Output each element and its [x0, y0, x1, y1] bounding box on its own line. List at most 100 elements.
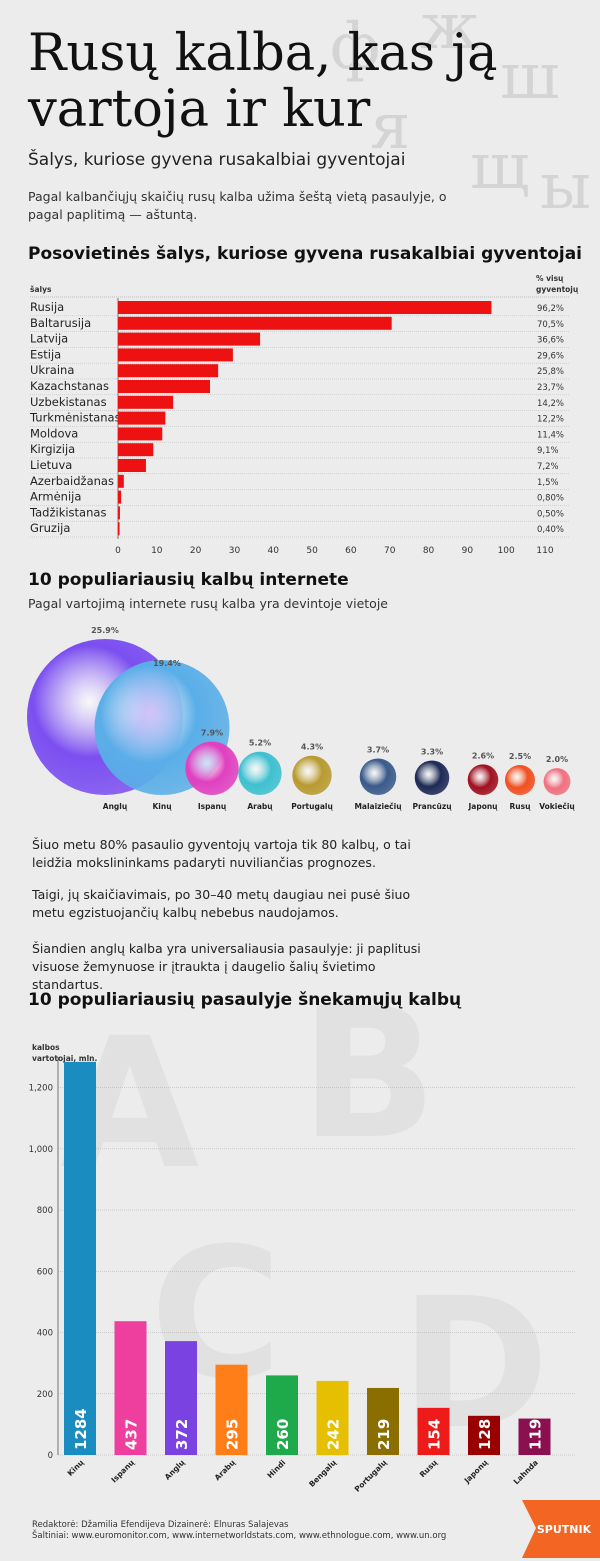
x-category-label: Ispanų	[109, 1458, 136, 1485]
bubble-value-label: 25.9%	[91, 626, 119, 635]
x-tick-label: 80	[423, 546, 435, 556]
bubble-category-label: Japonų	[467, 802, 498, 811]
x-category-label: Lahnda	[512, 1458, 540, 1486]
language-bar	[114, 1321, 147, 1455]
bubble-value-label: 2.5%	[509, 752, 531, 761]
x-category-label: Arabų	[213, 1458, 238, 1483]
country-value-label: 12,2%	[537, 415, 564, 425]
bar-value-label: 260	[274, 1419, 292, 1450]
country-label: Lietuva	[30, 458, 72, 472]
bar-value-label: 219	[375, 1419, 393, 1450]
language-bubble	[359, 758, 397, 795]
col-header-percent: % visų gyventojų	[536, 274, 579, 294]
bubble-category-label: Anglų	[103, 802, 128, 811]
bubble-value-label: 4.3%	[301, 743, 323, 752]
country-value-label: 14,2%	[537, 399, 564, 409]
x-tick-label: 70	[384, 546, 396, 556]
y-axis-label: kalbos vartotojai, mln.	[32, 1043, 98, 1063]
x-tick-label: 10	[151, 546, 163, 556]
paragraph-2: Taigi, jų skaičiavimais, po 30–40 metų d…	[32, 887, 411, 920]
bubble-value-label: 19.4%	[153, 659, 181, 668]
country-bar	[118, 332, 261, 346]
internet-bubble-chart: 25.9% Anglų 19.4% Kinų 7.9% Ispanų 5.2% Arabų 4.…	[27, 626, 575, 811]
internet-note: Pagal vartojimą internete rusų kalba yra…	[28, 596, 388, 611]
intro-text: Pagal kalbančiųjų skaičių rusų kalba uži…	[28, 189, 447, 222]
x-tick-label: 40	[268, 546, 280, 556]
x-category-label: Portugalų	[353, 1458, 389, 1494]
bar-value-label: 119	[527, 1419, 545, 1450]
country-bar	[118, 522, 120, 536]
country-bar	[118, 380, 210, 393]
y-tick-label: 400	[37, 1329, 53, 1339]
language-bar	[518, 1418, 551, 1455]
paragraph-1: Šiuo metu 80% pasaulio gyventojų vartoja…	[32, 837, 411, 870]
x-category-label: Japonų	[462, 1458, 490, 1486]
bubble-value-label: 2.0%	[546, 755, 568, 764]
language-bar	[165, 1341, 197, 1455]
sputnik-logo[interactable]: SPUTNIK	[522, 1500, 600, 1558]
bar-value-label: 437	[123, 1419, 141, 1450]
country-bar	[118, 490, 122, 504]
country-label: Moldova	[30, 426, 78, 440]
bubble-value-label: 5.2%	[249, 739, 271, 748]
bubble-value-label: 3.3%	[421, 747, 443, 756]
country-value-label: 36,6%	[537, 336, 564, 346]
footer-sources: Šaltiniai: www.euromonitor.com, www.inte…	[32, 1531, 447, 1541]
country-bar	[118, 506, 120, 520]
country-label: Turkmėnistanas	[29, 411, 121, 425]
bubble-category-label: Arabų	[247, 802, 273, 811]
y-tick-label: 1,000	[29, 1145, 53, 1155]
country-value-label: 7,2%	[537, 462, 559, 472]
x-category-label: Rusų	[418, 1458, 440, 1480]
country-bar	[118, 474, 124, 488]
footer-editors: Redaktorė: Džamilia Efendijeva Dizainerė…	[32, 1520, 289, 1530]
bar-value-label: 1284	[72, 1408, 90, 1450]
language-bubble	[504, 764, 536, 795]
bar-value-label: 295	[224, 1419, 242, 1450]
footer-credits: Redaktorė: Džamilia Efendijeva Dizainerė…	[32, 1520, 446, 1542]
country-value-label: 0,50%	[537, 509, 564, 519]
language-bar	[266, 1375, 298, 1455]
country-label: Estija	[30, 347, 61, 361]
language-bubble	[292, 755, 332, 795]
country-label: Rusija	[30, 300, 64, 314]
paragraph-3: Šiandien anglų kalba yra universaliausia…	[32, 941, 421, 992]
country-bar	[118, 348, 233, 362]
language-bubble	[414, 760, 450, 795]
page-subtitle: Šalys, kuriose gyvena rusakalbiai gyvent…	[28, 150, 406, 170]
country-label: Uzbekistanas	[30, 395, 107, 409]
x-tick-label: 60	[345, 546, 357, 556]
country-label: Azerbaidžanas	[30, 474, 114, 488]
countries-bar-chart: šalys % visų gyventojų Rusija 96,2% Baltarusi…	[29, 274, 579, 556]
x-category-label: Anglų	[163, 1458, 187, 1482]
country-value-label: 11,4%	[537, 430, 564, 440]
bar-value-label: 242	[325, 1419, 343, 1450]
country-label: Tadžikistanas	[29, 505, 106, 519]
country-label: Kazachstanas	[30, 379, 109, 393]
y-tick-label: 1,200	[29, 1084, 53, 1094]
country-value-label: 25,8%	[537, 367, 564, 377]
y-tick-label: 200	[37, 1390, 53, 1400]
bubble-category-label: Prancūzų	[412, 802, 452, 811]
language-bar	[64, 1061, 96, 1455]
section-title-internet: 10 populiariausių kalbų internete	[28, 570, 349, 590]
country-value-label: 1,5%	[537, 478, 559, 488]
country-label: Gruzija	[30, 521, 70, 535]
language-bar	[215, 1364, 248, 1455]
country-value-label: 0,40%	[537, 525, 564, 535]
x-tick-label: 100	[498, 546, 515, 556]
bubble-value-label: 7.9%	[201, 729, 223, 738]
bubble-category-label: Portugalų	[291, 802, 333, 811]
x-tick-label: 0	[115, 546, 121, 556]
country-value-label: 29,6%	[537, 351, 564, 361]
x-tick-label: 110	[536, 546, 553, 556]
country-value-label: 96,2%	[537, 304, 564, 314]
language-bar	[468, 1415, 500, 1455]
section-title-spoken: 10 populiariausių pasaulyje šnekamųjų ka…	[28, 990, 462, 1010]
bar-value-label: 372	[173, 1419, 191, 1450]
y-tick-label: 600	[37, 1267, 53, 1277]
x-tick-label: 90	[462, 546, 474, 556]
country-bar	[118, 395, 174, 409]
col-header-countries: šalys	[30, 285, 52, 294]
language-bar	[417, 1407, 450, 1455]
